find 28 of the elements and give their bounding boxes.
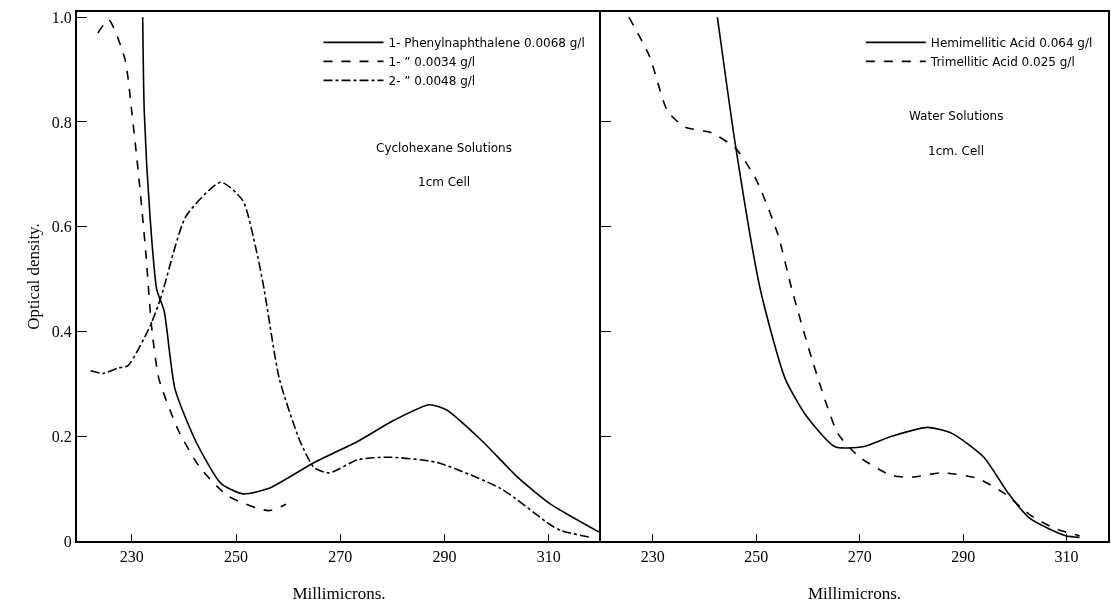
x-tick-label: 250 xyxy=(744,548,769,566)
x-tick-label: 310 xyxy=(1054,548,1079,566)
x-tick-label: 270 xyxy=(328,548,353,566)
annotation: Cyclohexane Solutions xyxy=(376,141,512,155)
y-tick-label: 0.6 xyxy=(51,218,72,236)
legend-label: Hemimellitic Acid 0.064 g/l xyxy=(930,36,1093,51)
legend-label: 1- ” 0.0034 g/l xyxy=(388,55,476,70)
legend-label: 1- Phenylnaphthalene 0.0068 g/l xyxy=(388,36,585,51)
legend-label: 2- ” 0.0048 g/l xyxy=(388,74,476,89)
x-tick-label: 290 xyxy=(951,548,976,566)
x-tick-label: 250 xyxy=(224,548,249,566)
x-tick-label: 310 xyxy=(536,548,561,566)
y-tick-label: 0.2 xyxy=(51,427,72,445)
x-tick-label: 230 xyxy=(119,548,144,566)
x-tick-label: 230 xyxy=(640,548,665,566)
annotation: 1cm Cell xyxy=(418,175,471,189)
x-tick-label: 270 xyxy=(847,548,872,566)
y-tick-label: 0.4 xyxy=(51,323,72,341)
x-axis-title: Millimicrons. xyxy=(807,584,902,603)
y-tick-label: 0.8 xyxy=(51,113,72,131)
y-tick-label: 0 xyxy=(63,532,72,550)
x-axis-title: Millimicrons. xyxy=(292,584,386,603)
y-tick-label: 1.0 xyxy=(51,8,72,26)
legend-label: Trimellitic Acid 0.025 g/l xyxy=(929,55,1075,70)
y-axis-title: Optical density. xyxy=(23,223,43,330)
annotation: Water Solutions xyxy=(909,109,1004,123)
annotation: 1cm. Cell xyxy=(928,144,984,158)
x-tick-label: 290 xyxy=(432,548,457,566)
